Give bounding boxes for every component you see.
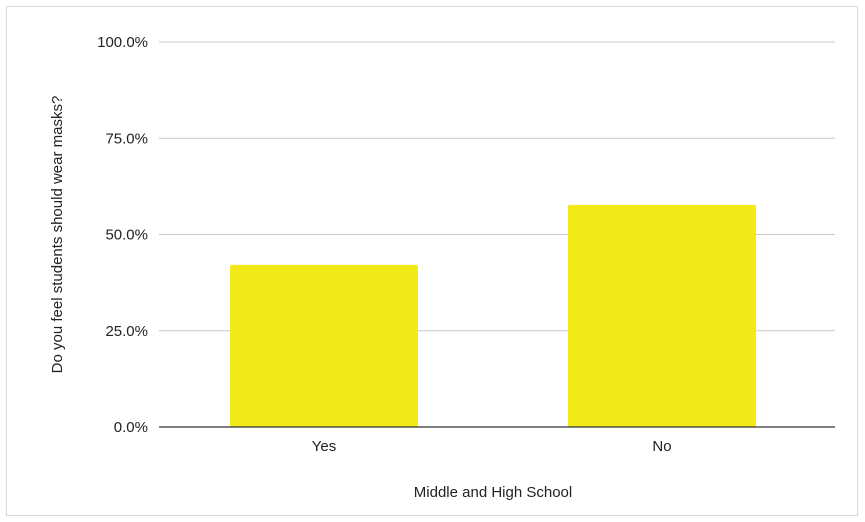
x-tick-label-yes: Yes <box>312 438 336 455</box>
y-tick-label: 25.0% <box>105 323 148 340</box>
x-tick-labels: Yes No <box>312 438 672 455</box>
y-tick-label: 100.0% <box>97 34 148 51</box>
y-tick-labels: 0.0% 25.0% 50.0% 75.0% 100.0% <box>97 34 148 436</box>
bar-yes <box>230 265 418 427</box>
x-axis-title: Middle and High School <box>414 484 572 501</box>
y-tick-label: 75.0% <box>105 130 148 147</box>
y-tick-label: 0.0% <box>114 419 148 436</box>
bar-no <box>568 205 756 427</box>
x-tick-label-no: No <box>652 438 671 455</box>
y-tick-label: 50.0% <box>105 227 148 244</box>
bars <box>230 205 756 427</box>
y-axis-title: Do you feel students should wear masks? <box>49 96 66 374</box>
